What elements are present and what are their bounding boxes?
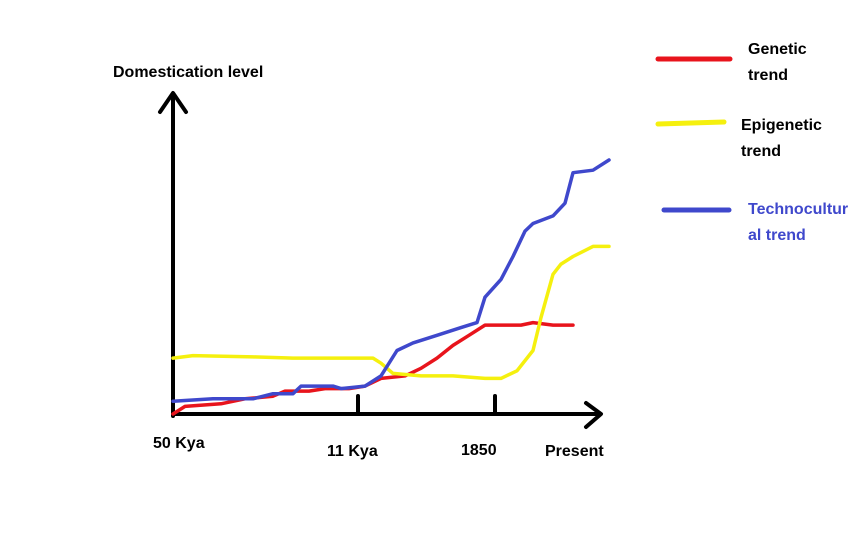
- series-line-epigenetic: [171, 244, 611, 381]
- legend-label-epigenetic-line2: trend: [741, 143, 781, 160]
- legend-swatch-epigenetic: [655, 119, 727, 127]
- legend-label-technocultural-line2: al trend: [748, 227, 806, 244]
- series-layer: [171, 158, 611, 416]
- series-line-technocultural: [171, 158, 611, 404]
- y-axis-arrow-icon: [158, 91, 188, 114]
- legend: Genetic trend Epigenetic trend Technocul…: [655, 41, 848, 244]
- x-tick-label: Present: [545, 443, 604, 460]
- axes: [158, 91, 603, 429]
- y-axis-label: Domestication level: [113, 64, 263, 81]
- x-tick-label: 1850: [461, 442, 497, 459]
- x-tick-label: 11 Kya: [327, 443, 378, 460]
- legend-label-epigenetic-line1: Epigenetic: [741, 117, 822, 134]
- x-axis-arrow-icon: [584, 401, 603, 429]
- legend-label-genetic-line1: Genetic: [748, 41, 807, 58]
- legend-label-genetic-line2: trend: [748, 67, 788, 84]
- legend-label-technocultural-line1: Technocultur: [748, 201, 848, 218]
- x-tick-label: 50 Kya: [153, 435, 205, 452]
